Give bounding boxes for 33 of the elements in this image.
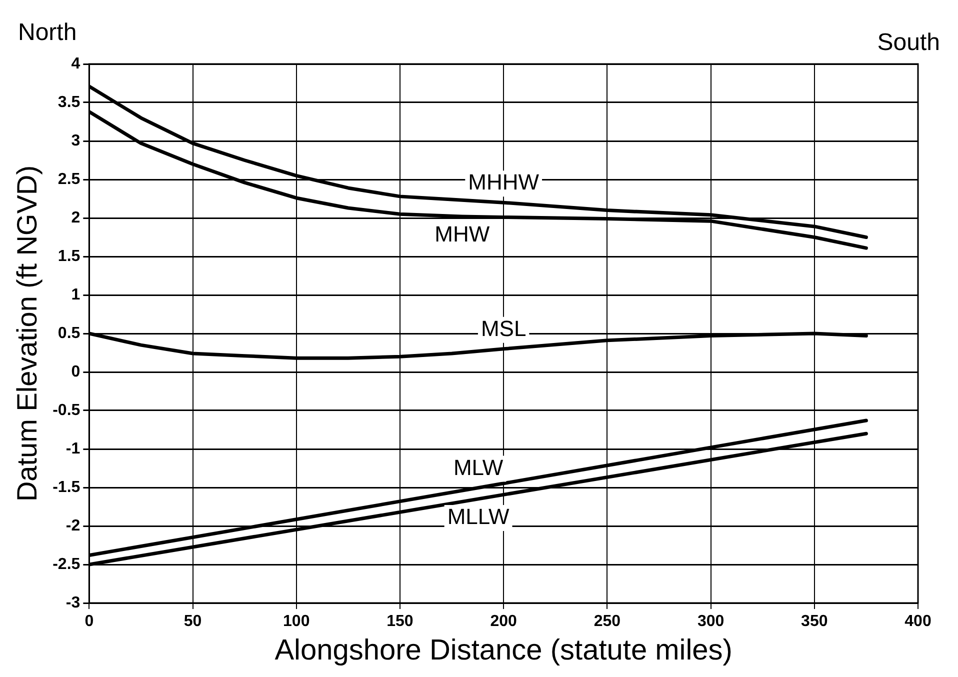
x-tick-label: 100 [283,613,310,630]
y-tick-label: 0 [71,363,80,380]
y-tick-label: 2 [71,209,80,226]
x-axis-title: Alongshore Distance (statute miles) [274,634,732,667]
y-tick-label: 1 [71,286,80,304]
y-tick-label: -2 [66,517,80,534]
x-tick-label: 50 [184,613,202,630]
y-tick-label: -1.5 [52,478,80,496]
series-label: MHHW [468,170,540,195]
y-tick-label: -3 [66,594,80,612]
y-axis-title: Datum Elevation (ft NGVD) [12,165,43,502]
x-tick-label: 400 [904,613,932,630]
text: North [18,19,77,46]
series-label: MHW [434,222,490,247]
y-tick-label: 0.5 [58,324,80,342]
y-tick-label: 2.5 [58,170,80,188]
y-tick-label: -1 [66,440,80,458]
y-tick-label: 3 [71,132,80,150]
y-tick-label: -0.5 [52,402,80,419]
series-label: MLW [453,454,504,480]
x-tick-label: 200 [490,613,518,630]
series-label: MLLW [447,504,510,530]
x-tick-label: 0 [84,613,94,630]
y-tick-label: 3.5 [58,94,80,111]
x-tick-label: 250 [594,613,621,630]
series-label: MSL [480,316,526,341]
y-tick-label: 1.5 [58,248,80,265]
y-tick-label: -2.5 [52,556,80,573]
y-tick-label: 4 [71,55,80,72]
text: South [877,29,940,56]
x-tick-label: 350 [801,613,828,630]
x-tick-label: 300 [697,613,724,630]
x-tick-label: 150 [386,613,414,630]
